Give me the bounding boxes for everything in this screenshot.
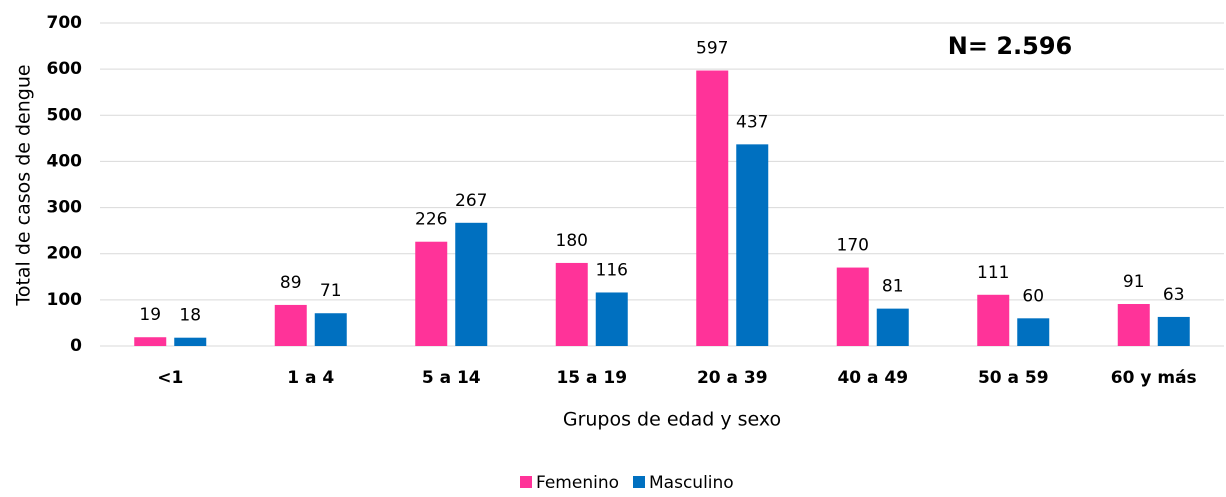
x-tick-label: 40 a 49	[837, 368, 908, 388]
bar	[876, 308, 909, 346]
y-tick-label: 600	[47, 59, 83, 79]
x-tick-label: 1 a 4	[287, 368, 334, 388]
x-tick-label: 60 y más	[1111, 368, 1197, 388]
data-label: 89	[280, 273, 302, 293]
data-label: 81	[882, 277, 904, 297]
legend-label: Femenino	[536, 473, 619, 493]
bar	[314, 313, 347, 346]
bar	[595, 292, 628, 346]
bar	[174, 337, 207, 346]
legend-swatch	[633, 476, 645, 488]
data-label: 116	[596, 260, 628, 280]
x-tick-label: 5 a 14	[422, 368, 481, 388]
y-tick-label: 700	[47, 13, 83, 33]
bar	[134, 337, 167, 346]
bar	[455, 222, 488, 346]
data-label: 60	[1022, 286, 1044, 306]
y-tick-label: 400	[47, 151, 83, 171]
bar	[1117, 304, 1150, 346]
bar	[736, 144, 769, 346]
bar	[977, 294, 1010, 346]
data-label: 437	[736, 112, 768, 132]
data-label: 111	[977, 263, 1009, 283]
data-label: 226	[415, 210, 447, 230]
x-tick-label: 50 a 59	[978, 368, 1049, 388]
y-tick-label: 100	[47, 290, 83, 310]
data-label: 170	[837, 236, 869, 256]
data-label: 91	[1123, 272, 1145, 292]
x-tick-label: 20 a 39	[697, 368, 768, 388]
bar	[555, 262, 588, 346]
y-tick-label: 200	[47, 244, 83, 264]
bar	[1157, 316, 1190, 346]
data-label: 63	[1163, 285, 1185, 305]
bar	[696, 70, 729, 346]
y-tick-label: 0	[70, 336, 82, 356]
bar	[836, 267, 869, 346]
y-tick-label: 300	[47, 198, 83, 218]
x-tick-label: 15 a 19	[556, 368, 627, 388]
data-label: 597	[696, 39, 728, 59]
annotation: N= 2.596	[948, 32, 1072, 60]
legend-label: Masculino	[649, 473, 734, 493]
bar	[274, 304, 307, 346]
bar	[1017, 318, 1050, 346]
data-label: 18	[179, 306, 201, 326]
legend-swatch	[520, 476, 532, 488]
y-tick-label: 500	[47, 105, 83, 125]
y-axis-title: Total de casos de dengue	[13, 64, 35, 306]
bar	[415, 241, 448, 346]
data-label: 19	[139, 305, 161, 325]
data-label: 267	[455, 191, 487, 211]
x-tick-label: <1	[157, 368, 183, 388]
x-axis-title: Grupos de edad y sexo	[563, 409, 781, 431]
data-label: 71	[320, 281, 342, 301]
data-label: 180	[556, 231, 588, 251]
